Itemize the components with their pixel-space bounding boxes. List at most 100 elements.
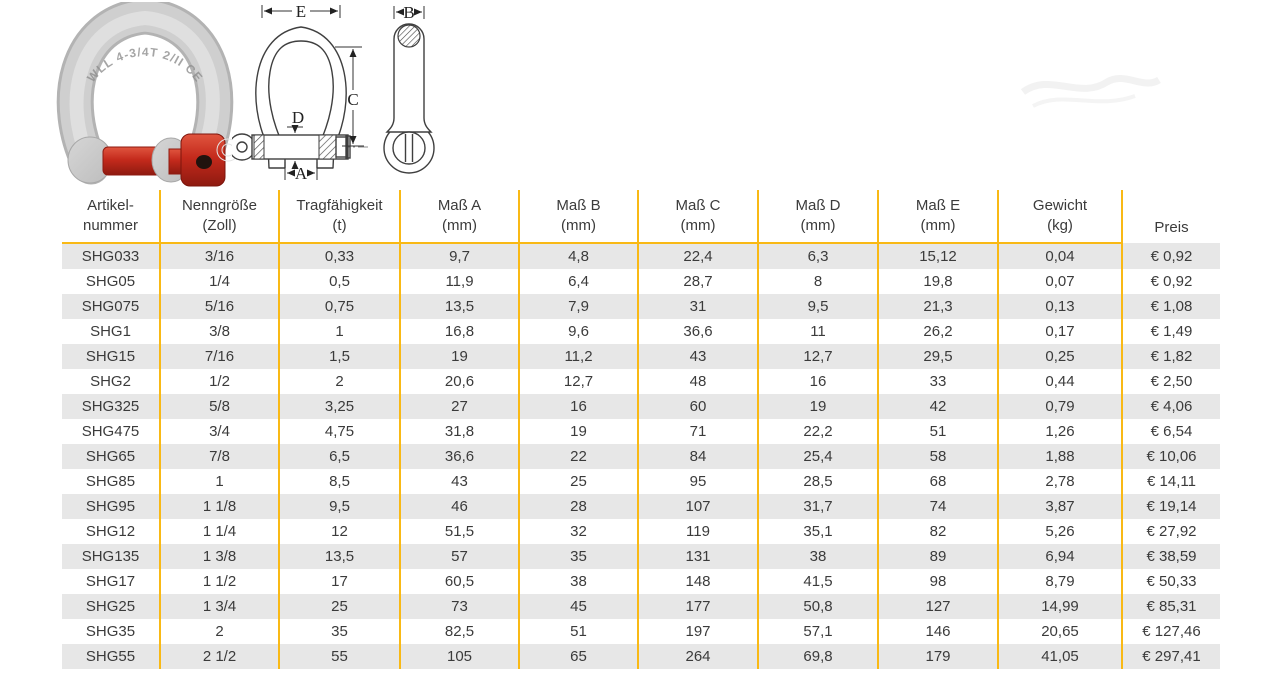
dimension-d: D bbox=[287, 108, 304, 169]
cell-mass-c: 95 bbox=[638, 469, 759, 494]
cell-tragfaehigkeit: 12 bbox=[279, 519, 401, 544]
cell-mass-e: 26,2 bbox=[878, 319, 999, 344]
cell-gewicht: 3,87 bbox=[998, 494, 1123, 519]
cell-nenngroesse: 7/16 bbox=[160, 344, 280, 369]
table-row: SHG12 1 1/4 12 51,5 32 119 35,1 82 5,26 € 27,92 bbox=[62, 519, 1220, 544]
cell-mass-d: 25,4 bbox=[758, 444, 879, 469]
cell-preis: € 1,82 bbox=[1150, 348, 1193, 365]
table-row: SHG35 2 35 82,5 51 197 57,1 146 20,65 € 127,46 bbox=[62, 619, 1220, 644]
cell-mass-e: 29,5 bbox=[878, 344, 999, 369]
cell-preis: € 297,41 bbox=[1142, 648, 1201, 665]
cell-mass-c: 71 bbox=[638, 419, 759, 444]
cell-artikelnummer: SHG05 bbox=[62, 269, 161, 294]
cell-mass-c: 31 bbox=[638, 294, 759, 319]
cell-mass-d: 69,8 bbox=[758, 644, 879, 669]
cell-mass-c: 84 bbox=[638, 444, 759, 469]
cell-mass-c: 28,7 bbox=[638, 269, 759, 294]
cell-artikelnummer: SHG325 bbox=[62, 394, 161, 419]
cell-mass-e: 15,12 bbox=[878, 243, 999, 269]
cell-tragfaehigkeit: 4,75 bbox=[279, 419, 401, 444]
cell-nenngroesse: 1 bbox=[160, 469, 280, 494]
cell-tragfaehigkeit: 13,5 bbox=[279, 544, 401, 569]
cell-mass-b: 51 bbox=[519, 619, 639, 644]
cell-mass-a: 46 bbox=[400, 494, 520, 519]
shackle-pin-side-diagram: B bbox=[383, 3, 435, 174]
cell-preis: € 27,92 bbox=[1146, 523, 1197, 540]
cell-mass-a: 82,5 bbox=[400, 619, 520, 644]
cell-mass-e: 98 bbox=[878, 569, 999, 594]
cell-mass-e: 33 bbox=[878, 369, 999, 394]
cell-gewicht: 41,05 bbox=[998, 644, 1123, 669]
cell-mass-a: 36,6 bbox=[400, 444, 520, 469]
cell-artikelnummer: SHG135 bbox=[62, 544, 161, 569]
cell-preis: € 6,54 bbox=[1150, 423, 1193, 440]
cell-gewicht: 0,44 bbox=[998, 369, 1123, 394]
cell-preis: € 50,33 bbox=[1146, 573, 1197, 590]
cell-preis: € 1,49 bbox=[1150, 323, 1193, 340]
cell-mass-e: 127 bbox=[878, 594, 999, 619]
cell-artikelnummer: SHG475 bbox=[62, 419, 161, 444]
cell-nenngroesse: 3/8 bbox=[160, 319, 280, 344]
cell-gewicht: 0,04 bbox=[998, 243, 1123, 269]
bow-outline bbox=[255, 26, 347, 169]
faint-watermark bbox=[1020, 74, 1161, 108]
pin-head-hole bbox=[196, 155, 212, 169]
dimension-e: E bbox=[261, 2, 341, 21]
cell-mass-c: 22,4 bbox=[638, 243, 759, 269]
pin-side-view bbox=[383, 23, 435, 174]
cell-artikelnummer: SHG85 bbox=[62, 469, 161, 494]
cell-tragfaehigkeit: 1,5 bbox=[279, 344, 401, 369]
cell-artikelnummer: SHG35 bbox=[62, 619, 161, 644]
cell-mass-a: 11,9 bbox=[400, 269, 520, 294]
cell-nenngroesse: 5/16 bbox=[160, 294, 280, 319]
cell-mass-d: 22,2 bbox=[758, 419, 879, 444]
cell-tragfaehigkeit: 0,75 bbox=[279, 294, 401, 319]
cell-mass-e: 21,3 bbox=[878, 294, 999, 319]
cell-preis: € 2,50 bbox=[1150, 373, 1193, 390]
cell-mass-b: 22 bbox=[519, 444, 639, 469]
cell-preis: € 14,11 bbox=[1147, 473, 1196, 490]
cell-mass-b: 11,2 bbox=[519, 344, 639, 369]
cell-mass-b: 45 bbox=[519, 594, 639, 619]
pin-front-view bbox=[232, 133, 368, 161]
cell-mass-c: 197 bbox=[638, 619, 759, 644]
cell-mass-a: 51,5 bbox=[400, 519, 520, 544]
cell-mass-d: 6,3 bbox=[758, 243, 879, 269]
cell-gewicht: 5,26 bbox=[998, 519, 1123, 544]
cell-artikelnummer: SHG17 bbox=[62, 569, 161, 594]
cell-nenngroesse: 1 1/4 bbox=[160, 519, 280, 544]
dim-label-b: B bbox=[403, 3, 414, 22]
cell-gewicht: 2,78 bbox=[998, 469, 1123, 494]
cell-mass-b: 19 bbox=[519, 419, 639, 444]
cell-gewicht: 0,07 bbox=[998, 269, 1123, 294]
cell-mass-b: 28 bbox=[519, 494, 639, 519]
cell-artikelnummer: SHG075 bbox=[62, 294, 161, 319]
cell-mass-c: 177 bbox=[638, 594, 759, 619]
cell-mass-d: 35,1 bbox=[758, 519, 879, 544]
table-row: SHG2 1/2 2 20,6 12,7 48 16 33 0,44 € 2,50 bbox=[62, 369, 1220, 394]
dim-label-d: D bbox=[292, 108, 304, 127]
cell-mass-a: 13,5 bbox=[400, 294, 520, 319]
cell-gewicht: 6,94 bbox=[998, 544, 1123, 569]
pin-cross-section-hatch bbox=[397, 24, 421, 48]
cell-mass-d: 57,1 bbox=[758, 619, 879, 644]
cell-mass-c: 107 bbox=[638, 494, 759, 519]
cell-nenngroesse: 3/16 bbox=[160, 243, 280, 269]
cell-gewicht: 0,79 bbox=[998, 394, 1123, 419]
cell-mass-e: 146 bbox=[878, 619, 999, 644]
cell-artikelnummer: SHG55 bbox=[62, 644, 161, 669]
cell-gewicht: 0,25 bbox=[998, 344, 1123, 369]
cell-mass-c: 148 bbox=[638, 569, 759, 594]
cell-tragfaehigkeit: 17 bbox=[279, 569, 401, 594]
cell-gewicht: 1,26 bbox=[998, 419, 1123, 444]
cell-mass-c: 264 bbox=[638, 644, 759, 669]
cell-mass-e: 42 bbox=[878, 394, 999, 419]
cell-nenngroesse: 1 1/8 bbox=[160, 494, 280, 519]
dim-label-a: A bbox=[295, 164, 308, 183]
cell-tragfaehigkeit: 1 bbox=[279, 319, 401, 344]
cell-mass-c: 36,6 bbox=[638, 319, 759, 344]
cell-nenngroesse: 5/8 bbox=[160, 394, 280, 419]
cell-artikelnummer: SHG2 bbox=[62, 369, 161, 394]
column-header: Maß A (mm) bbox=[400, 190, 520, 244]
cell-tragfaehigkeit: 8,5 bbox=[279, 469, 401, 494]
